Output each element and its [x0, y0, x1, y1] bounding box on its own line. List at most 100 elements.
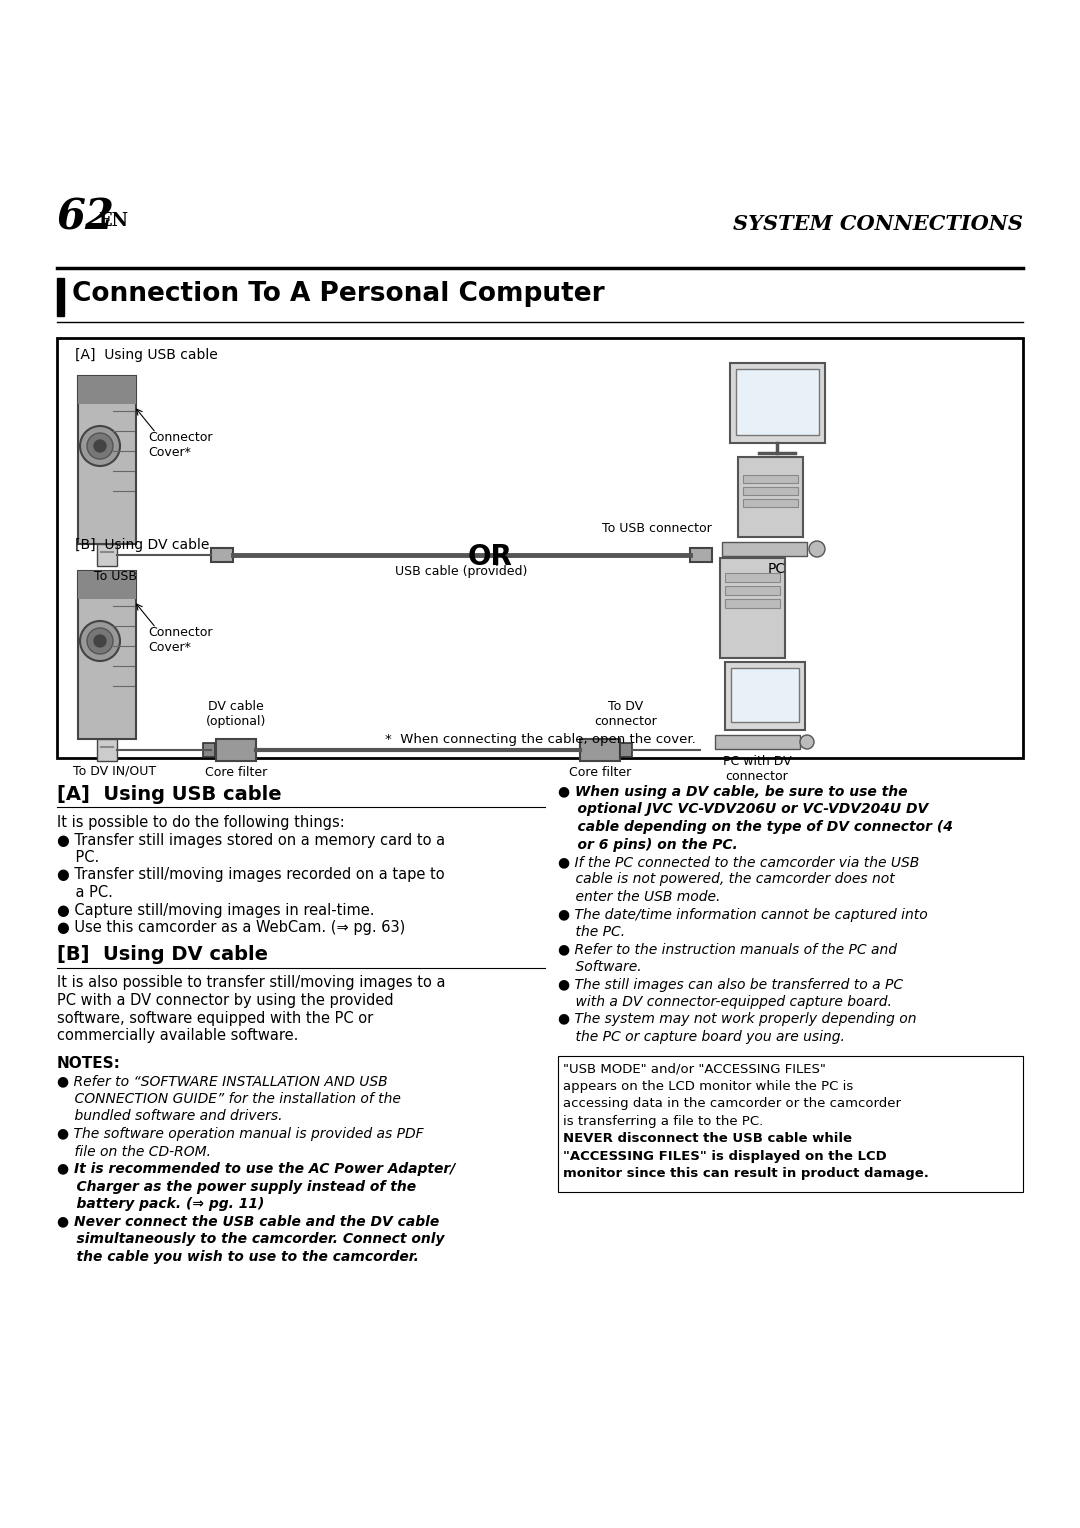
Text: CONNECTION GUIDE” for the installation of the: CONNECTION GUIDE” for the installation o… — [57, 1093, 401, 1106]
Circle shape — [80, 620, 120, 662]
Text: *  When connecting the cable, open the cover.: * When connecting the cable, open the co… — [384, 733, 696, 746]
Bar — [203, 743, 215, 756]
Circle shape — [94, 440, 106, 452]
Text: ● It is recommended to use the AC Power Adapter/: ● It is recommended to use the AC Power … — [57, 1161, 456, 1177]
Text: optional JVC VC-VDV206U or VC-VDV204U DV: optional JVC VC-VDV206U or VC-VDV204U DV — [558, 802, 928, 816]
Text: ● The still images can also be transferred to a PC: ● The still images can also be transferr… — [558, 978, 903, 992]
Text: ● Transfer still/moving images recorded on a tape to: ● Transfer still/moving images recorded … — [57, 868, 445, 883]
Circle shape — [87, 432, 113, 458]
Text: ● The date/time information cannot be captured into: ● The date/time information cannot be ca… — [558, 908, 928, 921]
Text: ● When using a DV cable, be sure to use the: ● When using a DV cable, be sure to use … — [558, 785, 907, 799]
Text: EN: EN — [98, 212, 129, 231]
Bar — [211, 549, 233, 562]
Text: appears on the LCD monitor while the PC is: appears on the LCD monitor while the PC … — [563, 1080, 853, 1093]
Text: PC.: PC. — [57, 850, 99, 865]
Bar — [743, 487, 798, 495]
Circle shape — [809, 541, 825, 558]
Text: DV cable
(optional): DV cable (optional) — [206, 700, 266, 727]
Text: the PC.: the PC. — [558, 924, 625, 940]
Bar — [57, 338, 1023, 758]
Text: OR: OR — [468, 542, 512, 571]
Bar — [690, 549, 712, 562]
Text: the cable you wish to use to the camcorder.: the cable you wish to use to the camcord… — [57, 1250, 419, 1264]
Text: commercially available software.: commercially available software. — [57, 1028, 298, 1044]
Text: ● Use this camcorder as a WebCam. (⇒ pg. 63): ● Use this camcorder as a WebCam. (⇒ pg.… — [57, 920, 405, 935]
Circle shape — [94, 636, 106, 646]
Text: Core filter: Core filter — [205, 766, 267, 779]
Text: Connector
Cover*: Connector Cover* — [148, 626, 213, 654]
Text: To USB connector: To USB connector — [603, 523, 712, 535]
Text: PC with a DV connector by using the provided: PC with a DV connector by using the prov… — [57, 993, 393, 1008]
Text: [B]  Using DV cable: [B] Using DV cable — [75, 538, 210, 552]
Bar — [743, 500, 798, 507]
Bar — [97, 544, 117, 565]
Text: [A]  Using USB cable: [A] Using USB cable — [75, 348, 218, 362]
Text: ● The system may not work properly depending on: ● The system may not work properly depen… — [558, 1013, 917, 1027]
Text: It is also possible to transfer still/moving images to a: It is also possible to transfer still/mo… — [57, 975, 446, 990]
Bar — [78, 571, 136, 599]
Bar — [715, 735, 800, 749]
Text: "USB MODE" and/or "ACCESSING FILES": "USB MODE" and/or "ACCESSING FILES" — [563, 1062, 826, 1076]
Bar — [580, 740, 620, 761]
Text: To DV
connector: To DV connector — [595, 700, 658, 727]
Text: bundled software and drivers.: bundled software and drivers. — [57, 1109, 283, 1123]
Text: enter the USB mode.: enter the USB mode. — [558, 889, 720, 905]
Text: ● Transfer still images stored on a memory card to a: ● Transfer still images stored on a memo… — [57, 833, 445, 848]
Text: ● Refer to “SOFTWARE INSTALLATION AND USB: ● Refer to “SOFTWARE INSTALLATION AND US… — [57, 1074, 388, 1088]
Bar — [730, 364, 825, 443]
Text: "ACCESSING FILES" is displayed on the LCD: "ACCESSING FILES" is displayed on the LC… — [563, 1151, 887, 1163]
Bar — [216, 740, 256, 761]
Text: NEVER disconnect the USB cable while: NEVER disconnect the USB cable while — [563, 1132, 852, 1146]
Text: battery pack. (⇒ pg. 11): battery pack. (⇒ pg. 11) — [57, 1196, 265, 1212]
Text: [B]  Using DV cable: [B] Using DV cable — [57, 946, 268, 964]
Text: file on the CD-ROM.: file on the CD-ROM. — [57, 1144, 211, 1158]
Text: the PC or capture board you are using.: the PC or capture board you are using. — [558, 1030, 845, 1044]
Bar — [723, 542, 807, 556]
Bar — [743, 475, 798, 483]
Bar — [735, 368, 819, 435]
Text: with a DV connector-equipped capture board.: with a DV connector-equipped capture boa… — [558, 995, 892, 1008]
Bar — [725, 662, 805, 730]
Bar — [78, 376, 136, 544]
Bar — [720, 558, 785, 659]
Text: SYSTEM CONNECTIONS: SYSTEM CONNECTIONS — [733, 214, 1023, 234]
Text: 62: 62 — [57, 197, 114, 238]
Bar — [725, 573, 780, 582]
Text: ● Never connect the USB cable and the DV cable: ● Never connect the USB cable and the DV… — [57, 1215, 440, 1229]
Bar — [725, 587, 780, 594]
Text: monitor since this can result in product damage.: monitor since this can result in product… — [563, 1167, 929, 1181]
Text: USB cable (provided): USB cable (provided) — [395, 565, 527, 578]
Text: Software.: Software. — [558, 960, 642, 973]
Bar — [78, 571, 136, 740]
Text: Connector
Cover*: Connector Cover* — [148, 431, 213, 458]
Bar — [731, 668, 799, 723]
Text: To USB: To USB — [94, 570, 136, 584]
Text: cable is not powered, the camcorder does not: cable is not powered, the camcorder does… — [558, 872, 894, 886]
Circle shape — [80, 426, 120, 466]
Text: ● The software operation manual is provided as PDF: ● The software operation manual is provi… — [57, 1128, 423, 1141]
Text: To DV IN/OUT: To DV IN/OUT — [73, 766, 157, 778]
Text: Connection To A Personal Computer: Connection To A Personal Computer — [72, 281, 605, 307]
Text: PC: PC — [768, 562, 786, 576]
Bar — [97, 740, 117, 761]
Bar — [738, 457, 804, 536]
Text: Core filter: Core filter — [569, 766, 631, 779]
Text: software, software equipped with the PC or: software, software equipped with the PC … — [57, 1010, 374, 1025]
Bar — [57, 278, 64, 316]
Bar — [725, 599, 780, 608]
Bar — [558, 1056, 1023, 1192]
Text: a PC.: a PC. — [57, 885, 113, 900]
Text: PC with DV
connector: PC with DV connector — [723, 755, 792, 782]
Text: ● Refer to the instruction manuals of the PC and: ● Refer to the instruction manuals of th… — [558, 943, 897, 957]
Bar — [78, 376, 136, 403]
Text: Charger as the power supply instead of the: Charger as the power supply instead of t… — [57, 1180, 416, 1193]
Text: [A]  Using USB cable: [A] Using USB cable — [57, 785, 282, 804]
Text: accessing data in the camcorder or the camcorder: accessing data in the camcorder or the c… — [563, 1097, 901, 1111]
Text: ● Capture still/moving images in real-time.: ● Capture still/moving images in real-ti… — [57, 903, 375, 917]
Bar — [620, 743, 632, 756]
Text: It is possible to do the following things:: It is possible to do the following thing… — [57, 814, 345, 830]
Text: is transferring a file to the PC.: is transferring a file to the PC. — [563, 1115, 764, 1128]
Circle shape — [800, 735, 814, 749]
Text: simultaneously to the camcorder. Connect only: simultaneously to the camcorder. Connect… — [57, 1232, 445, 1245]
Text: cable depending on the type of DV connector (4: cable depending on the type of DV connec… — [558, 821, 953, 834]
